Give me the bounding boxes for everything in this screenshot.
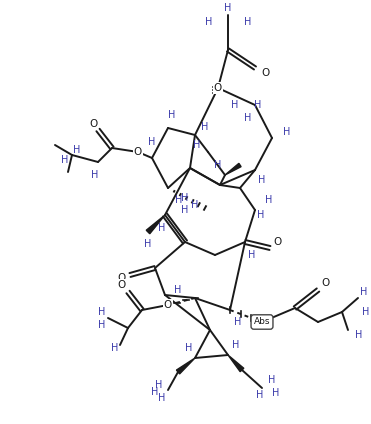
Text: H: H bbox=[174, 285, 182, 295]
Polygon shape bbox=[228, 355, 244, 372]
Text: H: H bbox=[158, 393, 165, 403]
Text: H: H bbox=[158, 223, 165, 233]
Text: H: H bbox=[248, 250, 255, 260]
Text: O: O bbox=[134, 147, 142, 157]
Text: H: H bbox=[155, 380, 162, 390]
Text: H: H bbox=[232, 340, 239, 350]
Text: H: H bbox=[268, 375, 275, 385]
Text: O: O bbox=[164, 300, 172, 310]
Text: H: H bbox=[111, 343, 119, 353]
Text: O: O bbox=[89, 119, 97, 129]
Text: H: H bbox=[98, 320, 105, 330]
Text: H: H bbox=[73, 145, 80, 155]
Text: H: H bbox=[148, 137, 155, 147]
Text: H: H bbox=[283, 127, 290, 137]
Text: H: H bbox=[201, 122, 208, 132]
Text: H: H bbox=[91, 170, 99, 180]
Text: H: H bbox=[234, 317, 242, 327]
Text: H: H bbox=[224, 3, 232, 13]
Text: H: H bbox=[98, 307, 105, 317]
Text: O: O bbox=[214, 83, 222, 93]
Text: H: H bbox=[244, 113, 252, 123]
Text: O: O bbox=[321, 278, 329, 288]
Polygon shape bbox=[177, 358, 195, 374]
Text: H: H bbox=[231, 100, 239, 110]
Text: H: H bbox=[355, 330, 362, 340]
Text: H: H bbox=[168, 110, 176, 120]
Text: Abs: Abs bbox=[254, 318, 270, 326]
Text: H: H bbox=[360, 287, 367, 297]
Polygon shape bbox=[146, 215, 165, 234]
Text: H: H bbox=[181, 205, 189, 215]
Text: H: H bbox=[185, 343, 192, 353]
Text: H: H bbox=[256, 390, 264, 400]
Text: H: H bbox=[175, 195, 182, 205]
Text: H: H bbox=[272, 388, 279, 398]
Text: H: H bbox=[205, 17, 212, 27]
Text: O: O bbox=[262, 68, 270, 78]
Text: H: H bbox=[362, 307, 370, 317]
Text: H: H bbox=[244, 17, 252, 27]
Text: H: H bbox=[144, 239, 152, 249]
Polygon shape bbox=[225, 163, 241, 175]
Text: H: H bbox=[193, 140, 200, 150]
Text: H: H bbox=[265, 195, 272, 205]
Text: H: H bbox=[257, 210, 265, 220]
Text: H: H bbox=[214, 160, 222, 170]
Text: O: O bbox=[274, 237, 282, 247]
Text: H: H bbox=[181, 193, 189, 203]
Text: O: O bbox=[118, 280, 126, 290]
Text: H: H bbox=[191, 200, 199, 210]
Text: H: H bbox=[258, 175, 265, 185]
Text: H: H bbox=[60, 155, 68, 165]
Text: O: O bbox=[118, 273, 126, 283]
Text: H: H bbox=[151, 387, 158, 397]
Text: H: H bbox=[254, 100, 262, 110]
